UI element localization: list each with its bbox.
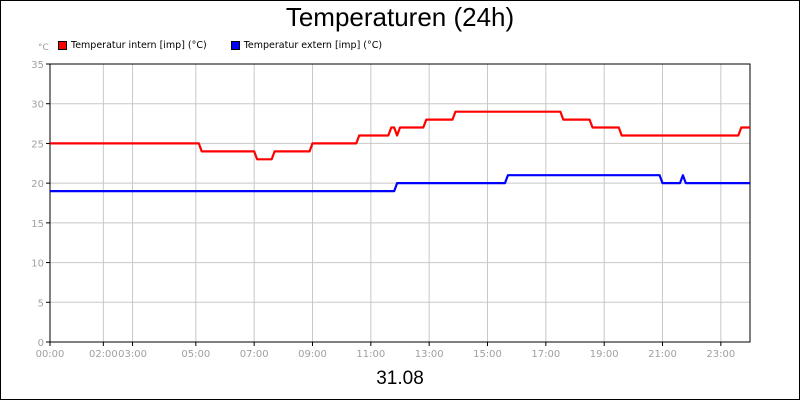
y-tick-label: 0: [38, 338, 44, 349]
x-tick-label: 09:00: [298, 349, 327, 360]
y-tick-label: 25: [31, 139, 44, 150]
y-tick-label: 20: [31, 179, 44, 190]
x-tick-label: 03:00: [118, 349, 147, 360]
x-tick-label: 21:00: [648, 349, 677, 360]
x-tick-label: 11:00: [356, 349, 385, 360]
legend-item-extern: Temperatur extern [imp] (°C): [230, 38, 383, 52]
series-line-extern: [50, 174, 750, 193]
y-axis-unit: °C: [38, 43, 49, 53]
x-axis-date-label: 31.08: [376, 368, 424, 389]
legend-swatch-intern: [58, 40, 67, 50]
x-tick-label: 05:00: [181, 349, 210, 360]
x-tick-label: 02:00: [89, 349, 118, 360]
legend: Temperatur intern [imp] (°C) Temperatur …: [58, 38, 382, 52]
y-tick-label: 35: [31, 60, 44, 71]
y-tick-label: 10: [31, 259, 44, 270]
y-tick-label: 30: [31, 100, 44, 111]
legend-item-intern: Temperatur intern [imp] (°C): [58, 38, 207, 52]
x-tick-label: 23:00: [706, 349, 735, 360]
series-line-intern: [50, 110, 750, 161]
y-tick-label: 5: [38, 298, 44, 309]
y-tick-label: 15: [31, 219, 44, 230]
x-tick-label: 13:00: [415, 349, 444, 360]
chart-title: Temperaturen (24h): [285, 2, 515, 32]
x-tick-label: 19:00: [590, 349, 619, 360]
x-tick-label: 07:00: [240, 349, 269, 360]
legend-label-intern: Temperatur intern [imp] (°C): [71, 39, 207, 51]
legend-label-extern: Temperatur extern [imp] (°C): [243, 39, 383, 51]
x-tick-label: 17:00: [531, 349, 560, 360]
legend-swatch-extern: [230, 40, 240, 50]
x-tick-label: 00:00: [36, 349, 65, 360]
x-tick-label: 15:00: [473, 349, 502, 360]
plot-border: [49, 63, 751, 343]
